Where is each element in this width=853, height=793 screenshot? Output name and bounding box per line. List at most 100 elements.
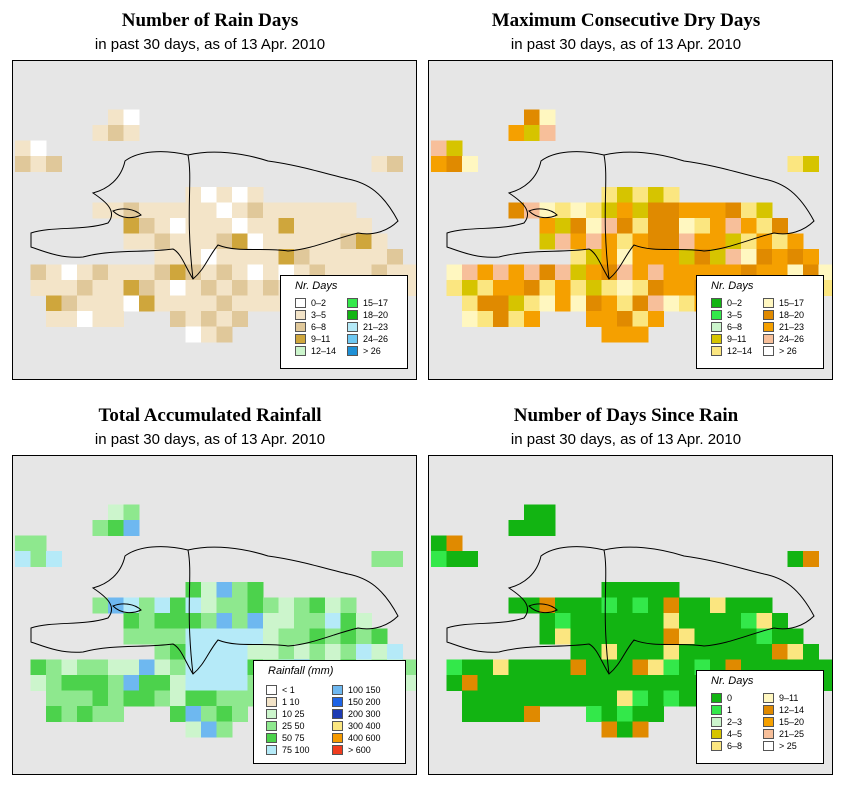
map-cell <box>232 613 248 629</box>
legend-swatch <box>332 745 343 755</box>
map-cell <box>539 295 556 312</box>
map-cell <box>756 249 773 265</box>
map-cell <box>61 311 78 327</box>
map-cell <box>356 644 372 660</box>
legend: Rainfall (mm) < 1 1 10 10 25 25 50 50 75… <box>253 660 406 764</box>
map-cell <box>586 597 602 614</box>
panel-accumulated-rainfall: Total Accumulated Rainfall in past 30 da… <box>0 395 420 791</box>
map-cell <box>493 659 509 676</box>
map-cell <box>247 264 264 281</box>
gonave-island <box>528 603 558 614</box>
map-cell <box>30 156 47 172</box>
panel-title: Number of Days Since Rain <box>513 405 739 426</box>
legend-title: Nr. Days <box>711 280 754 292</box>
legend-swatch <box>347 346 358 356</box>
map-cell <box>61 690 78 707</box>
map-cell <box>325 644 341 660</box>
map-cell <box>787 156 804 172</box>
map-cell <box>30 675 47 691</box>
map-cell <box>154 644 171 660</box>
map-cell <box>679 280 695 296</box>
legend-swatch <box>347 310 358 320</box>
gonave-island <box>528 208 558 219</box>
map-cell <box>247 187 264 203</box>
map-canvas <box>15 504 416 738</box>
map-cell <box>648 582 664 598</box>
legend-swatch <box>266 745 277 755</box>
map-cell <box>617 249 633 265</box>
map-cell <box>216 690 233 707</box>
map-cell <box>570 659 587 676</box>
map-cell <box>555 264 571 281</box>
map-cell <box>46 690 62 707</box>
map-cell <box>555 295 571 312</box>
legend-label: 75 100 <box>282 745 310 755</box>
map-cell <box>123 628 140 645</box>
legend-swatch <box>266 697 277 707</box>
map-cell <box>356 233 372 250</box>
legend-label: 21–23 <box>363 322 389 332</box>
map-cell <box>539 690 556 707</box>
map-cell <box>617 218 633 234</box>
map-cell <box>524 280 540 296</box>
map-cell <box>632 280 649 296</box>
map-cell <box>663 233 680 250</box>
map-cell <box>356 218 372 234</box>
map-cell <box>601 628 618 645</box>
map-cell <box>46 706 62 722</box>
map-cell <box>555 690 571 707</box>
map-cell <box>601 311 618 327</box>
legend-swatch <box>295 346 306 356</box>
legend-label: 9–11 <box>727 334 747 344</box>
map-cell <box>648 597 664 614</box>
map-cell <box>139 659 155 676</box>
map-cell <box>679 264 695 281</box>
map-cell <box>61 659 78 676</box>
map-cell <box>309 233 326 250</box>
map-cell <box>663 613 680 629</box>
legend-swatch <box>711 729 722 739</box>
legend-label: 15–17 <box>363 298 389 308</box>
map-cell <box>15 551 31 567</box>
map-cell <box>294 202 310 219</box>
legend-label: 9–11 <box>311 334 331 344</box>
map-cell <box>185 187 202 203</box>
map-cell <box>710 644 726 660</box>
map-cell <box>108 706 124 722</box>
map-cell <box>570 597 587 614</box>
map-cell <box>601 613 618 629</box>
map-cell <box>46 311 62 327</box>
map-cell <box>185 582 202 598</box>
map-cell <box>371 249 388 265</box>
map-cell <box>46 295 62 312</box>
map-cell <box>340 218 357 234</box>
map-cell <box>201 218 217 234</box>
map-cell <box>154 264 171 281</box>
map-cell <box>201 675 217 691</box>
map-cell <box>123 295 140 312</box>
map-cell <box>539 125 556 141</box>
map-cell <box>477 264 494 281</box>
map-cell <box>92 125 109 141</box>
map-days-since-rain: Nr. Days 0 1 2–3 4–5 6–8 9–11 12–14 15–2… <box>428 455 833 775</box>
map-cell <box>632 613 649 629</box>
legend-label: 21–23 <box>779 322 805 332</box>
map-cell <box>201 233 217 250</box>
map-cell <box>648 233 664 250</box>
map-cell <box>756 233 773 250</box>
map-cell <box>185 249 202 265</box>
map-cell <box>617 233 633 250</box>
map-cell <box>46 264 62 281</box>
map-cell <box>555 233 571 250</box>
panel-days-since-rain: Number of Days Since Rain in past 30 day… <box>416 395 836 791</box>
map-cell <box>371 156 388 172</box>
legend-label: 15–20 <box>779 717 805 727</box>
legend-swatch <box>332 685 343 695</box>
map-cell <box>539 613 556 629</box>
map-cell <box>570 613 587 629</box>
map-cell <box>108 125 124 141</box>
map-cell <box>154 295 171 312</box>
legend-swatch <box>347 298 358 308</box>
map-cell <box>524 264 540 281</box>
map-cell <box>555 659 571 676</box>
